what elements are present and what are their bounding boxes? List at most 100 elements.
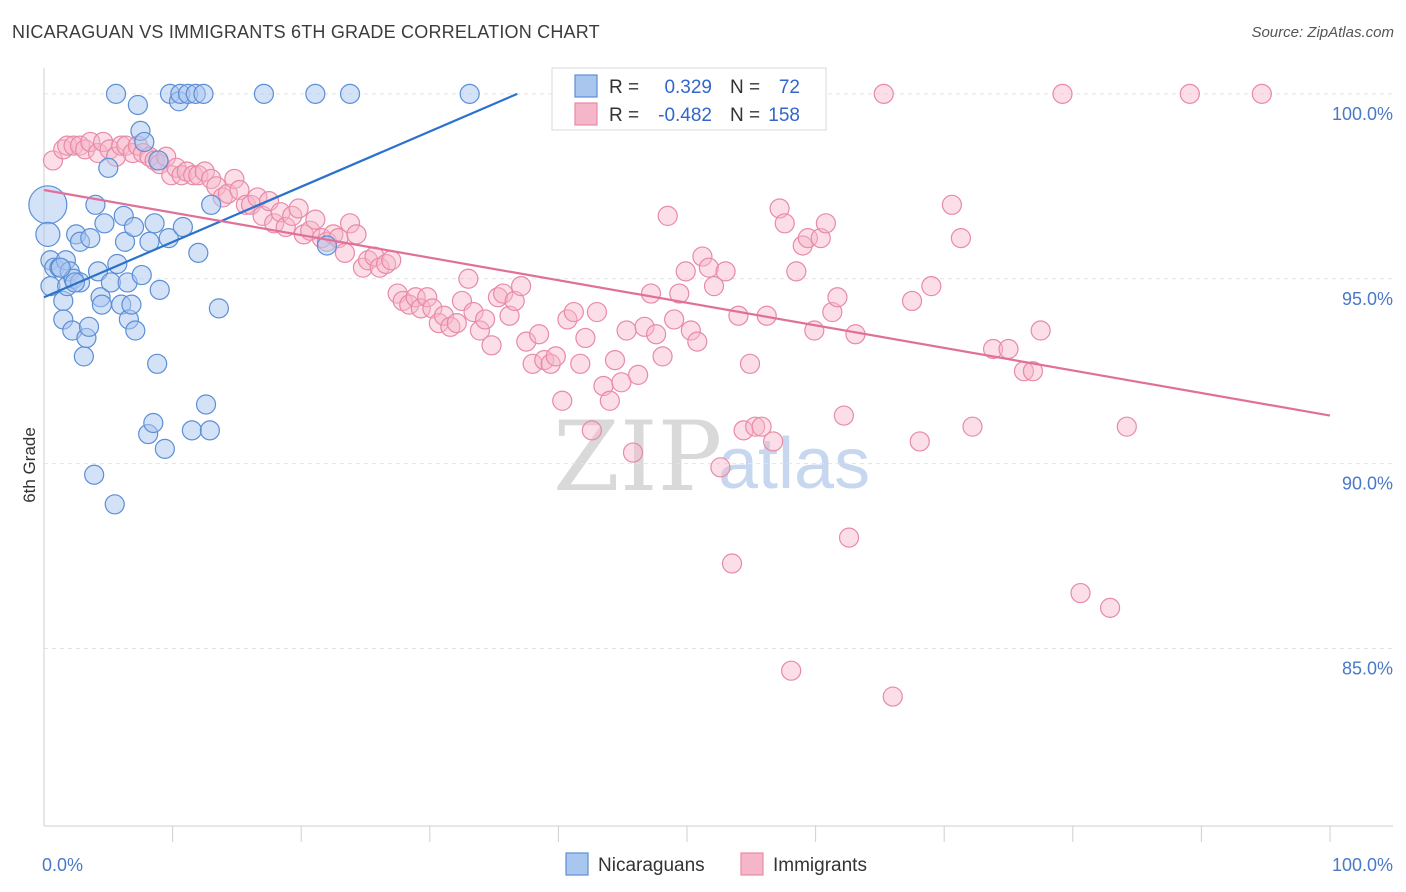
data-point-immigrants [422, 298, 443, 319]
legend-r-label-1: R = [609, 77, 639, 98]
data-point-immigrants [873, 83, 894, 104]
bottom-legend-swatch-immigrants [740, 852, 764, 876]
data-point-nicaraguans [50, 257, 71, 278]
data-point-immigrants [410, 298, 431, 319]
data-point-nicaraguans [459, 83, 480, 104]
data-point-immigrants [941, 194, 963, 215]
data-point-nicaraguans [195, 394, 217, 415]
data-point-nicaraguans [80, 227, 101, 249]
data-point-immigrants [586, 301, 608, 323]
data-point-immigrants [369, 257, 390, 278]
data-point-immigrants [680, 320, 701, 341]
watermark-zip: ZIP [553, 401, 722, 513]
data-point-immigrants [1052, 83, 1073, 104]
data-point-immigrants [628, 364, 649, 385]
data-point-immigrants [504, 290, 525, 312]
data-point-immigrants [669, 283, 690, 304]
data-point-immigrants [206, 176, 227, 197]
bottom-legend-nicaraguans: Nicaraguans [598, 855, 705, 876]
source-label: Source: ZipAtlas.com [1251, 24, 1394, 41]
data-point-immigrants [599, 390, 620, 411]
stats-legend: R = 0.329 N = 72 R = -0.482 N = 158 [551, 67, 827, 131]
legend-r-label-2: R = [609, 105, 639, 126]
data-point-immigrants [224, 168, 245, 190]
data-point-immigrants [604, 350, 626, 371]
legend-n-value-1: 72 [779, 77, 800, 98]
data-point-immigrants [463, 301, 484, 323]
data-point-nicaraguans [188, 242, 209, 263]
data-point-nicaraguans [253, 83, 275, 104]
legend-n-value-2: 158 [768, 105, 800, 126]
data-point-immigrants [739, 353, 761, 374]
data-point-immigrants [474, 309, 496, 330]
data-point-immigrants [763, 431, 784, 452]
data-point-immigrants [751, 416, 772, 437]
data-point-immigrants [622, 442, 644, 463]
data-point-immigrants [111, 135, 132, 156]
x-axis-ticks [172, 826, 1331, 842]
data-point-immigrants [664, 309, 685, 330]
data-point-immigrants [493, 283, 514, 304]
data-point-immigrants [346, 224, 367, 245]
data-point-immigrants [827, 287, 848, 308]
data-point-immigrants [745, 416, 766, 437]
data-point-nicaraguans [98, 157, 119, 178]
data-point-immigrants [381, 250, 402, 271]
data-point-immigrants [786, 261, 807, 282]
legend-swatch-immigrants [574, 102, 598, 126]
data-point-immigrants [545, 346, 566, 367]
stats-legend-box [551, 67, 827, 131]
data-point-immigrants [815, 213, 836, 234]
data-point-immigrants [634, 316, 655, 337]
data-point-nicaraguans [148, 150, 169, 171]
data-point-immigrants [570, 353, 591, 374]
data-point-immigrants [63, 135, 84, 156]
data-point-immigrants [616, 320, 637, 341]
data-point-immigrants [962, 416, 983, 437]
data-point-immigrants [176, 161, 197, 182]
data-point-nicaraguans [143, 412, 164, 434]
series-immigrants-points [42, 83, 1272, 707]
data-point-nicaraguans [78, 316, 100, 337]
data-point-nicaraguans [125, 320, 146, 341]
data-point-immigrants [458, 268, 479, 289]
data-point-immigrants [1030, 320, 1051, 341]
data-point-immigrants [188, 165, 209, 186]
data-point-nicaraguans [104, 494, 125, 515]
legend-n-label-1: N = [730, 77, 760, 98]
data-point-immigrants [838, 527, 860, 548]
data-point-immigrants [288, 198, 309, 219]
data-point-immigrants [534, 350, 555, 371]
legend-r-value-1: 0.329 [664, 77, 712, 98]
data-point-immigrants [581, 420, 602, 441]
data-point-nicaraguans [201, 194, 222, 215]
data-point-immigrants [469, 320, 491, 341]
x-tick-label-max: 100.0% [1332, 855, 1393, 875]
data-point-immigrants [1179, 83, 1200, 104]
trend-line-nicaraguans [43, 92, 518, 299]
y-tick-labels: 85.0% 90.0% 95.0% 100.0% [1332, 104, 1393, 679]
data-point-nicaraguans [121, 294, 142, 315]
data-point-immigrants [511, 276, 532, 297]
data-point-nicaraguans [134, 131, 155, 153]
data-point-immigrants [1022, 361, 1044, 382]
data-point-immigrants [721, 553, 743, 574]
data-point-immigrants [433, 305, 455, 326]
data-point-immigrants [217, 183, 238, 204]
data-point-immigrants [405, 287, 426, 308]
data-point-immigrants [481, 335, 502, 356]
data-point-immigrants [529, 324, 550, 345]
data-point-immigrants [901, 290, 923, 312]
data-point-immigrants [392, 290, 413, 312]
data-point-immigrants [339, 213, 361, 234]
trend-line-immigrants [43, 188, 1331, 417]
bottom-legend-immigrants: Immigrants [773, 855, 867, 876]
data-point-immigrants [728, 305, 749, 326]
data-point-immigrants [692, 246, 713, 267]
data-point-immigrants [998, 338, 1019, 360]
data-point-nicaraguans [193, 83, 214, 104]
data-point-nicaraguans [123, 216, 145, 238]
data-point-immigrants [417, 287, 438, 308]
data-point-nicaraguans [64, 272, 85, 293]
y-axis-label: 6th Grade [20, 427, 39, 503]
